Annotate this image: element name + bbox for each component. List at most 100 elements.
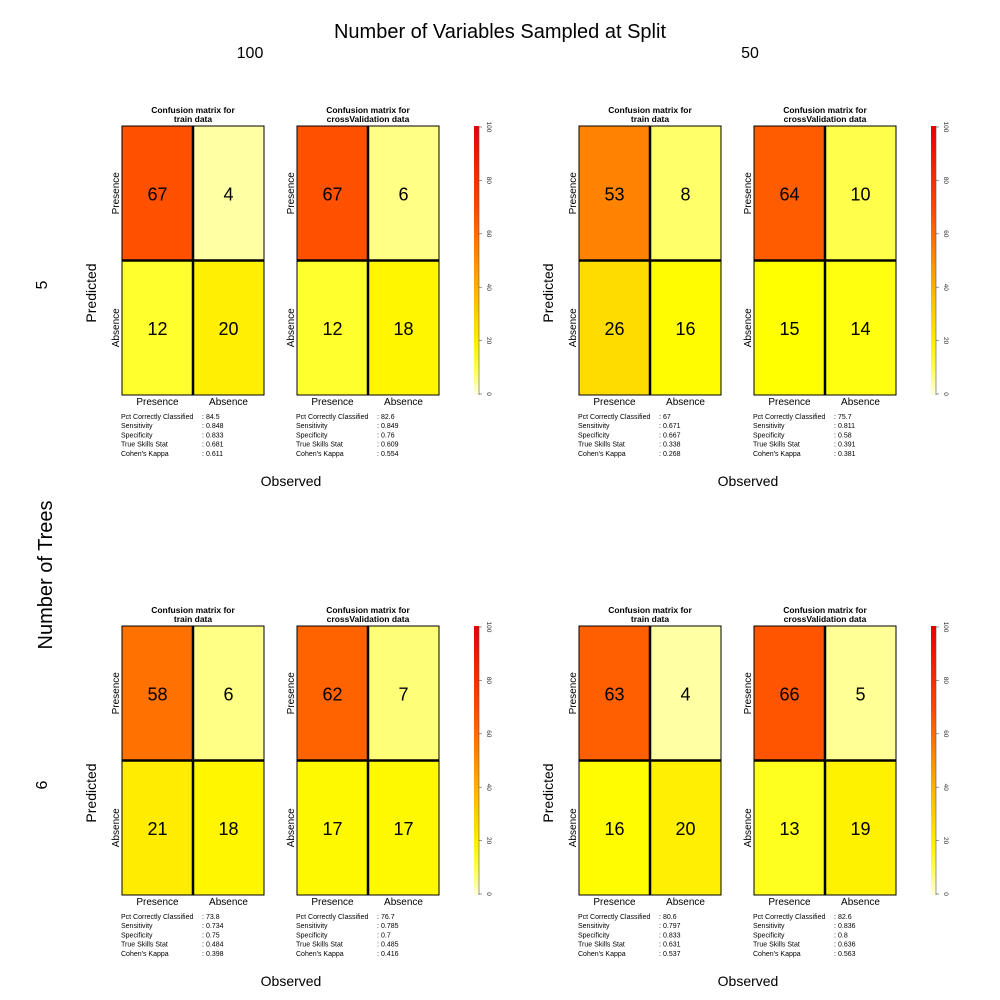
row-class-label: Presence [743,672,754,715]
column-class-label: Absence [209,897,248,908]
stat-label: Specificity [578,932,610,939]
cell-value-label: 20 [218,319,238,339]
stat-label: Specificity [121,432,153,439]
heatmap-cell [368,760,439,895]
stat-colon: : [834,442,836,449]
cell-value-label: 10 [850,184,870,204]
stat-value: 0.609 [381,442,399,449]
panel-title-line: crossValidation data [784,614,867,624]
row-header: 5 [34,280,51,289]
stat-value: 0.484 [206,942,224,949]
colorbar-tick-label: 40 [942,284,949,292]
stat-value: 0.734 [206,923,224,930]
cell-value-label: 53 [604,184,624,204]
cell-value-label: 18 [218,819,238,839]
colorbar-tick-label: 60 [942,730,949,738]
stat-label: Cohen's Kappa [753,451,801,458]
colorbar-tick-label: 60 [485,730,492,738]
stat-label: Pct Correctly Classified [578,414,650,421]
colorbar-tick-label: 0 [485,892,492,896]
column-class-label: Presence [593,397,636,408]
stat-colon: : [834,923,836,930]
stat-value: 0.381 [838,451,856,458]
stat-label: Cohen's Kappa [753,951,801,958]
stat-label: True Skills Stat [578,442,625,449]
row-class-label: Absence [743,808,754,847]
row-class-label: Absence [111,308,122,347]
heatmap-cell [193,760,264,895]
stat-value: 82.6 [838,914,852,921]
stat-colon: : [202,923,204,930]
cell-value-label: 15 [779,319,799,339]
stat-value: 67 [663,414,671,421]
stat-value: 0.631 [663,942,681,949]
stat-label: Pct Correctly Classified [121,914,193,921]
panel-title-line: train data [631,614,670,624]
stat-value: 0.416 [381,951,399,958]
cell-value-label: 16 [604,819,624,839]
stat-value: 80.6 [663,914,677,921]
stat-colon: : [377,432,379,439]
row-class-label: Presence [568,672,579,715]
stat-label: Sensitivity [121,423,153,430]
colorbar-tick-label: 0 [485,392,492,396]
colorbar [931,126,936,395]
cell-value-label: 20 [675,819,695,839]
heatmap-cell [368,126,439,261]
cell-value-label: 8 [680,184,690,204]
stat-colon: : [377,942,379,949]
stat-value: 0.76 [381,432,395,439]
column-header: 50 [741,45,759,62]
row-class-label: Absence [743,308,754,347]
stat-value: 0.554 [381,451,399,458]
stat-value: 0.833 [663,932,681,939]
colorbar [931,626,936,895]
stat-colon: : [659,423,661,430]
row-axis-title: Number of Trees [35,501,57,650]
stat-value: 0.797 [663,923,681,930]
heatmap-cell [193,626,264,761]
colorbar-tick-label: 40 [942,784,949,792]
column-header: 100 [237,45,264,62]
stat-label: Sensitivity [578,423,610,430]
column-class-label: Presence [768,897,811,908]
stat-label: Pct Correctly Classified [296,414,368,421]
stat-colon: : [659,942,661,949]
stat-colon: : [202,951,204,958]
stat-label: Cohen's Kappa [121,951,169,958]
heatmap-cell [650,760,721,895]
row-class-label: Absence [286,808,297,847]
stat-colon: : [659,923,661,930]
heatmap-cell [122,260,193,395]
stat-colon: : [834,914,836,921]
row-class-label: Absence [286,308,297,347]
stat-label: Pct Correctly Classified [578,914,650,921]
stat-label: Cohen's Kappa [296,451,344,458]
stat-value: 75.7 [838,414,852,421]
panel-title-line: train data [174,114,213,124]
stat-value: 73.8 [206,914,220,921]
row-class-label: Absence [111,808,122,847]
predicted-axis-label: Predicted [540,263,556,322]
column-class-label: Presence [311,897,354,908]
stat-label: Pct Correctly Classified [121,414,193,421]
stat-label: Specificity [296,932,328,939]
stat-value: 0.391 [838,442,856,449]
cell-value-label: 58 [147,684,167,704]
stat-label: Sensitivity [753,423,785,430]
column-class-label: Absence [384,397,423,408]
stat-colon: : [834,932,836,939]
stat-label: Specificity [753,432,785,439]
cell-value-label: 19 [850,819,870,839]
cell-value-label: 63 [604,684,624,704]
stat-value: 0.485 [381,942,399,949]
stat-value: 0.636 [838,942,856,949]
panel-title-line: Confusion matrix for [783,105,867,115]
stat-label: Pct Correctly Classified [296,914,368,921]
